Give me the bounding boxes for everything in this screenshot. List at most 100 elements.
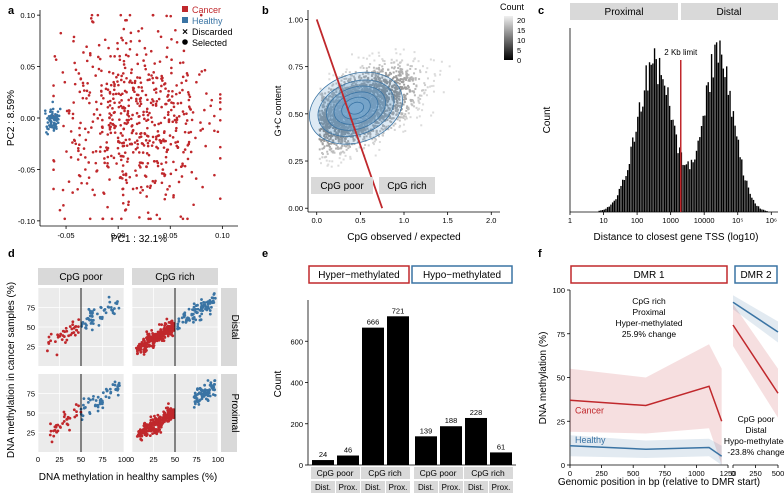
heat-cell xyxy=(367,112,370,115)
heat-cell xyxy=(402,130,405,133)
x-tick-label: 0.00 xyxy=(111,231,126,240)
point-cancer xyxy=(165,148,169,152)
point-hypo xyxy=(180,316,184,320)
point-cancer xyxy=(123,151,127,154)
heat-cell xyxy=(386,118,389,121)
point-cancer xyxy=(169,14,173,18)
bar xyxy=(312,460,334,465)
heat-cell xyxy=(353,94,356,97)
point-hyper xyxy=(65,338,69,342)
strip-proximal xyxy=(221,374,237,452)
x-tick-label: -0.05 xyxy=(57,231,74,240)
heat-cell xyxy=(324,96,327,99)
point-cancer xyxy=(129,71,133,75)
heat-cell xyxy=(421,65,424,68)
heat-cell xyxy=(358,92,361,95)
point-cancer xyxy=(182,150,185,154)
heat-cell xyxy=(371,104,374,107)
bar xyxy=(362,327,384,465)
histogram-bar xyxy=(615,199,617,212)
heat-cell xyxy=(434,74,437,77)
point-cancer xyxy=(126,157,130,160)
point-cancer xyxy=(210,98,214,102)
heat-cell xyxy=(393,66,396,69)
histogram-bar xyxy=(722,68,725,212)
heat-cell xyxy=(318,133,321,136)
point-cancer xyxy=(199,129,202,132)
point-cancer xyxy=(127,200,130,204)
heat-cell xyxy=(351,93,354,96)
heat-cell xyxy=(330,121,333,124)
heat-cell xyxy=(373,100,376,103)
point-cancer xyxy=(135,139,139,143)
histogram-bar xyxy=(694,159,696,212)
point-cancer xyxy=(165,150,169,154)
heat-cell xyxy=(409,65,412,68)
heat-cell xyxy=(375,120,378,123)
point-hyper xyxy=(145,330,149,334)
point-cancer xyxy=(133,79,137,83)
heat-cell xyxy=(379,130,382,133)
dmr-annotation-line: Hypo-methylated xyxy=(724,436,784,446)
point-cancer xyxy=(67,180,71,183)
heat-cell xyxy=(410,100,413,103)
point-hypo xyxy=(208,388,211,391)
x-tick-label: 1 xyxy=(568,216,572,225)
heat-cell xyxy=(357,121,360,124)
point-cancer xyxy=(199,121,202,124)
point-cancer xyxy=(79,77,83,80)
heat-cell xyxy=(356,119,359,122)
heat-cell xyxy=(358,119,361,122)
point-healthy xyxy=(43,109,47,112)
point-cancer xyxy=(116,146,120,150)
heat-cell xyxy=(424,89,427,92)
histogram-bar xyxy=(689,169,691,212)
heat-cell xyxy=(353,92,356,95)
histogram-bar xyxy=(742,175,745,212)
point-cancer xyxy=(141,151,145,154)
point-hyper xyxy=(62,415,66,419)
point-cancer xyxy=(162,172,166,176)
point-cancer xyxy=(78,174,82,178)
heat-cell xyxy=(371,94,374,97)
heat-cell xyxy=(375,129,378,132)
heat-cell xyxy=(390,93,393,96)
heat-cell xyxy=(374,103,377,106)
x-tick-label: 10000 xyxy=(694,216,715,225)
point-cancer xyxy=(187,105,191,108)
heat-cell xyxy=(330,147,333,150)
point-hyper xyxy=(68,428,71,432)
heat-cell xyxy=(395,81,398,84)
point-hypo xyxy=(194,304,198,308)
heat-cell xyxy=(343,151,346,154)
point-hyper xyxy=(66,415,70,419)
heat-cell xyxy=(407,112,410,115)
y-tick-label: 50 xyxy=(27,323,35,332)
heat-cell xyxy=(324,92,327,95)
heat-cell xyxy=(433,73,436,76)
heat-cell xyxy=(374,73,377,76)
heat-cell xyxy=(363,79,366,82)
point-cancer xyxy=(152,71,155,74)
cpg-strip xyxy=(414,467,463,479)
point-hypo xyxy=(192,302,196,306)
point-cancer xyxy=(171,89,174,93)
point-healthy xyxy=(48,125,52,129)
point-cancer xyxy=(95,170,98,173)
heat-cell xyxy=(372,129,375,132)
heat-cell xyxy=(411,90,414,93)
heat-cell xyxy=(340,161,343,164)
heat-cell xyxy=(356,131,359,134)
x-tick-label: 10⁶ xyxy=(766,216,777,225)
point-hypo xyxy=(213,382,217,386)
histogram-bar xyxy=(672,119,674,212)
heat-cell xyxy=(343,132,346,135)
heat-cell xyxy=(374,124,377,127)
point-hypo xyxy=(196,388,199,392)
point-hyper xyxy=(161,330,164,334)
y-tick-label: 0.00 xyxy=(288,204,303,213)
heat-cell xyxy=(345,126,348,129)
point-cancer xyxy=(98,57,102,61)
heat-cell xyxy=(363,135,366,138)
point-cancer xyxy=(152,141,155,144)
